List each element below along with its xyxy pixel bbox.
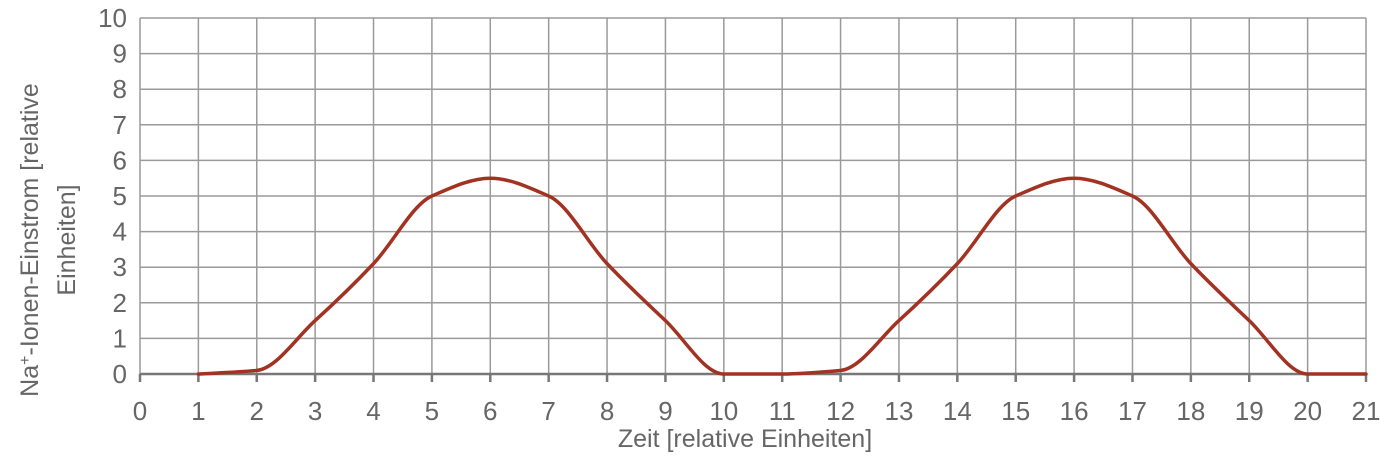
y-axis-title-line2: Einheiten] (53, 184, 81, 295)
y-tick-label: 9 (113, 39, 127, 69)
y-axis-title-superscript: + (17, 356, 34, 365)
x-tick-label: 20 (1293, 396, 1322, 426)
y-tick-label: 2 (113, 288, 127, 318)
x-tick-label: 7 (541, 396, 555, 426)
x-tick-label: 18 (1176, 396, 1205, 426)
y-tick-label: 1 (113, 323, 127, 353)
y-tick-label: 6 (113, 145, 127, 175)
x-tick-label: 6 (483, 396, 497, 426)
y-tick-label: 4 (113, 217, 127, 247)
x-tick-label: 2 (250, 396, 264, 426)
x-tick-label: 15 (1001, 396, 1030, 426)
y-tick-label: 7 (113, 110, 127, 140)
x-tick-label: 0 (133, 396, 147, 426)
x-tick-label: 3 (308, 396, 322, 426)
y-axis-title: Na+-Ionen-Einstrom [relative (16, 83, 44, 397)
x-tick-label: 9 (658, 396, 672, 426)
series-layer (196, 176, 1368, 376)
x-tick-label: 10 (709, 396, 738, 426)
y-tick-label: 3 (113, 252, 127, 282)
y-tick-label: 5 (113, 181, 127, 211)
x-tick-label: 19 (1235, 396, 1264, 426)
x-tick-label: 11 (769, 396, 796, 426)
y-tick-label: 0 (113, 359, 127, 389)
y-tick-labels: 0 1 2 3 4 5 6 7 8 9 10 (98, 3, 127, 389)
y-axis-title-main: -Ionen-Einstrom [relative (16, 83, 44, 355)
y-tick-label: 8 (113, 74, 127, 104)
x-tick-label: 12 (826, 396, 855, 426)
x-tick-label: 17 (1118, 396, 1147, 426)
series-line-0 (196, 176, 1368, 376)
grid (139, 17, 1367, 375)
x-tick-labels: 0 1 2 3 4 5 6 7 8 9 10 11 12 13 14 15 16 17 18 19 20 21 (133, 396, 1381, 426)
x-tick-label: 14 (943, 396, 972, 426)
x-tick-label: 5 (425, 396, 439, 426)
x-axis-title: Zeit [relative Einheiten] (618, 425, 872, 453)
x-tick-label: 16 (1060, 396, 1089, 426)
x-tick-label: 4 (366, 396, 380, 426)
y-tick-label: 10 (98, 3, 127, 33)
y-axis-title-prefix: Na (16, 365, 44, 397)
x-tick-label: 1 (191, 396, 205, 426)
x-tick-label: 13 (884, 396, 913, 426)
x-tick-label: 21 (1352, 396, 1381, 426)
x-tick-label: 8 (600, 396, 614, 426)
